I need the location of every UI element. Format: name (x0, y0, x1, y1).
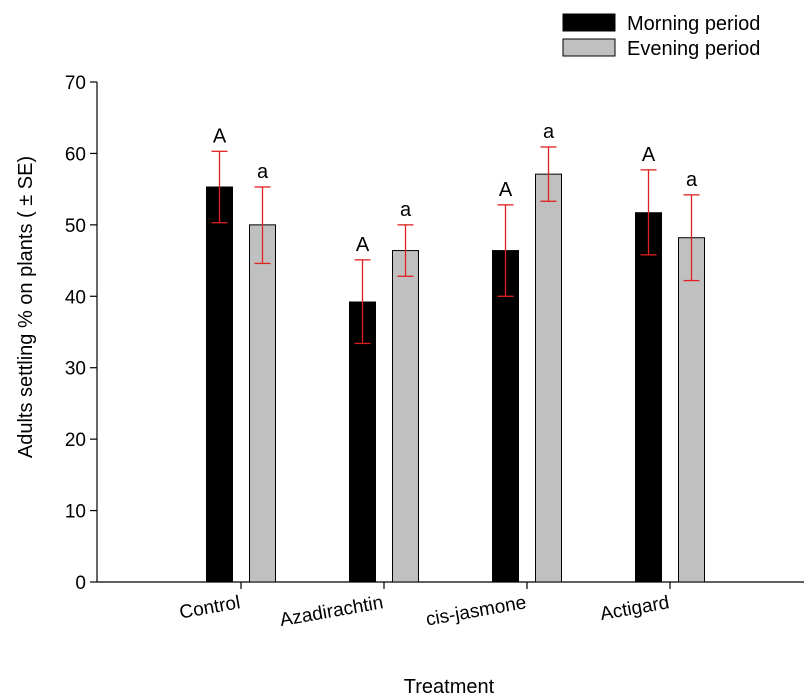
error-bars (211, 146, 700, 345)
significance-label: A (356, 234, 370, 256)
x-category-label: Azadirachtin (278, 592, 385, 631)
y-tick-label: 10 (65, 502, 86, 523)
morning-bar (635, 212, 662, 583)
significance-label: A (499, 179, 513, 201)
y-tick-label: 50 (65, 216, 86, 237)
y-tick-label: 40 (65, 287, 86, 308)
y-axis-title: Adults settling % on plants ( ± SE) (15, 156, 37, 458)
significance-label: a (257, 161, 269, 183)
legend-label: Evening period (627, 38, 760, 60)
significance-labels: A A A Aa a a a (213, 121, 698, 256)
bars (206, 173, 705, 583)
y-axis: 0 10 20 30 40 50 60 70 (65, 73, 98, 594)
x-category-label: Actigard (599, 592, 671, 625)
evening-bar (392, 250, 419, 583)
x-category-label: Control (178, 592, 242, 623)
evening-bar (678, 237, 705, 583)
legend: Morning period Evening period (562, 13, 760, 60)
evening-bar (535, 173, 562, 583)
morning-bar (492, 250, 519, 583)
morning-bar (349, 301, 376, 583)
significance-label: a (543, 121, 555, 143)
morning-bar (206, 186, 233, 583)
y-tick-label: 60 (65, 144, 86, 165)
legend-swatch-morning (562, 13, 616, 32)
significance-label: a (400, 199, 412, 221)
x-axis-title: Treatment (404, 676, 495, 698)
y-tick-label: 30 (65, 359, 86, 380)
significance-label: A (642, 144, 656, 166)
y-tick-label: 70 (65, 73, 86, 94)
evening-bar (249, 224, 276, 583)
x-category-label: cis-jasmone (424, 592, 527, 630)
significance-label: A (213, 125, 227, 147)
x-axis: Control Azadirachtin cis-jasmone Actigard (97, 581, 804, 631)
y-tick-label: 20 (65, 430, 86, 451)
legend-swatch-evening (562, 38, 616, 57)
y-tick-label: 0 (75, 573, 86, 594)
legend-label: Morning period (627, 13, 760, 35)
significance-label: a (686, 169, 698, 191)
